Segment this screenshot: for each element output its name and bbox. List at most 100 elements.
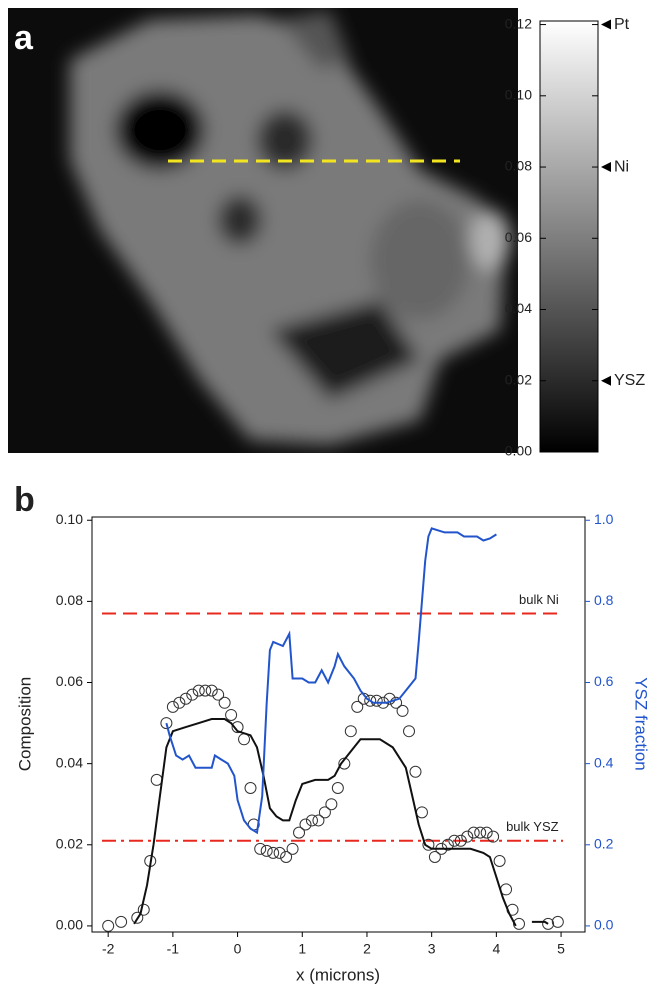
- colorbar-tick-label: 0.00: [505, 443, 532, 459]
- data-point: [131, 911, 144, 924]
- y2-tick-label: 0.2: [594, 835, 614, 851]
- data-point: [415, 806, 428, 819]
- marker-arrow: [601, 375, 611, 386]
- data-point: [428, 850, 441, 863]
- data-point: [461, 830, 474, 843]
- data-point: [454, 834, 467, 847]
- marker-label: Ni: [614, 158, 629, 175]
- data-point: [467, 826, 480, 839]
- x-tick-label: 2: [363, 941, 371, 957]
- data-point: [160, 717, 173, 730]
- colorbar-tick-label: 0.08: [505, 158, 532, 174]
- data-point: [513, 917, 526, 930]
- x-tick-label: 5: [557, 941, 565, 957]
- data-point: [325, 798, 338, 811]
- data-point: [212, 688, 225, 701]
- y-tick-label: 0.06: [56, 673, 83, 689]
- y-tick-label: 0.08: [56, 592, 83, 608]
- y-tick-label: 0.04: [56, 754, 83, 770]
- colorbar-tick-label: 0.06: [505, 229, 532, 245]
- data-point: [254, 842, 267, 855]
- y2-tick-label: 1.0: [594, 511, 614, 527]
- data-point: [474, 826, 487, 839]
- data-point: [225, 708, 238, 721]
- data-point: [137, 903, 150, 916]
- data-point: [205, 684, 218, 697]
- y2-tick-label: 0.8: [594, 592, 614, 608]
- data-point: [493, 855, 506, 868]
- y2-tick-label: 0.0: [594, 917, 614, 933]
- data-point: [312, 814, 325, 827]
- data-point: [192, 684, 205, 697]
- data-point: [173, 696, 186, 709]
- y2-axis-title: YSZ fraction: [632, 677, 651, 771]
- data-point: [299, 818, 312, 831]
- colorbar-tick-label: 0.04: [505, 300, 532, 316]
- marker-arrow: [601, 19, 611, 30]
- y2-tick-label: 0.4: [594, 754, 614, 770]
- x-tick-label: 3: [428, 941, 436, 957]
- y-tick-label: 0.10: [56, 511, 83, 527]
- data-point: [403, 725, 416, 738]
- data-line: [165, 527, 497, 835]
- data-point: [383, 692, 396, 705]
- data-point: [448, 834, 461, 847]
- colorbar-tick-label: 0.10: [505, 87, 532, 103]
- data-point: [231, 721, 244, 734]
- data-point: [551, 915, 564, 928]
- data-point: [390, 696, 403, 709]
- data-point: [244, 781, 257, 794]
- data-point: [542, 917, 555, 930]
- data-point: [199, 684, 212, 697]
- micrograph: [8, 8, 518, 453]
- x-tick-label: -2: [102, 941, 115, 957]
- data-point: [293, 826, 306, 839]
- data-point: [422, 838, 435, 851]
- data-point: [409, 765, 422, 778]
- reference-label: bulk YSZ: [506, 819, 559, 834]
- data-point: [115, 915, 128, 928]
- x-axis-title: x (microns): [296, 965, 380, 984]
- data-point: [267, 846, 280, 859]
- y-tick-label: 0.02: [56, 835, 83, 851]
- data-point: [218, 696, 231, 709]
- data-point: [179, 692, 192, 705]
- data-line: [133, 718, 549, 927]
- data-point: [286, 842, 299, 855]
- y-tick-label: 0.00: [56, 917, 83, 933]
- data-point: [480, 826, 493, 839]
- y-axis-title: Composition: [15, 677, 34, 772]
- x-tick-label: -1: [167, 941, 180, 957]
- data-point: [186, 688, 199, 701]
- data-point: [102, 919, 115, 932]
- data-point: [351, 700, 364, 713]
- marker-label: Pt: [614, 16, 630, 33]
- data-point: [260, 844, 273, 857]
- x-tick-label: 1: [298, 941, 306, 957]
- data-point: [344, 725, 357, 738]
- data-point: [280, 850, 293, 863]
- data-point: [441, 838, 454, 851]
- data-point: [331, 781, 344, 794]
- colorbar: [539, 20, 599, 453]
- data-point: [305, 814, 318, 827]
- marker-arrow: [601, 162, 611, 173]
- x-tick-label: 4: [492, 941, 500, 957]
- marker-label: YSZ: [614, 372, 645, 389]
- data-point: [364, 694, 377, 707]
- data-point: [396, 704, 409, 717]
- panel-label: a: [14, 19, 34, 57]
- data-point: [318, 806, 331, 819]
- x-tick-label: 0: [234, 941, 242, 957]
- colorbar-tick-label: 0.12: [505, 15, 532, 31]
- y2-tick-label: 0.6: [594, 673, 614, 689]
- data-point: [370, 694, 383, 707]
- plot-frame: [91, 516, 586, 933]
- panel-label: b: [14, 481, 35, 519]
- data-point: [166, 700, 179, 713]
- data-point: [487, 830, 500, 843]
- colorbar-tick-label: 0.02: [505, 371, 532, 387]
- data-point: [273, 846, 286, 859]
- reference-label: bulk Ni: [519, 592, 559, 607]
